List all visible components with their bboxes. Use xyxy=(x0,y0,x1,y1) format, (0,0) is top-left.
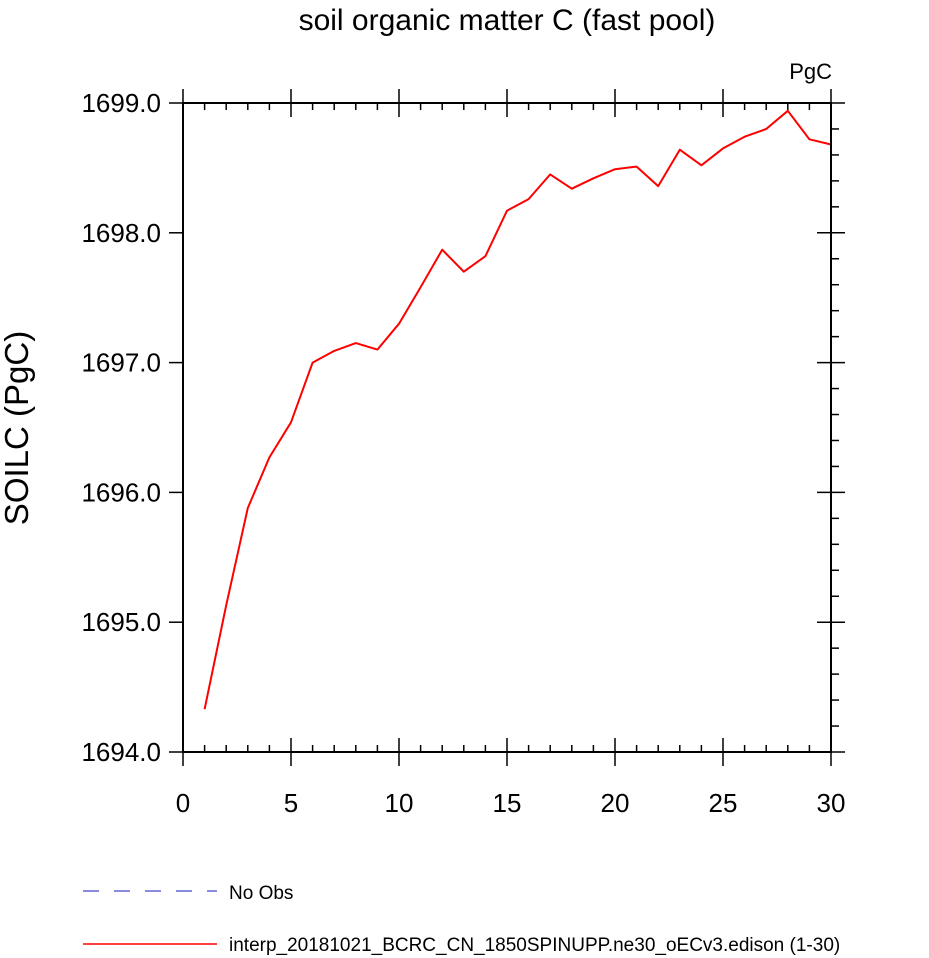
legend-label-no-obs: No Obs xyxy=(229,883,293,904)
plot-frame xyxy=(182,102,832,753)
y-tick-label: 1698.0 xyxy=(81,218,161,248)
x-tick-label: 30 xyxy=(817,788,846,818)
y-tick-label: 1694.0 xyxy=(81,737,161,767)
x-tick-label: 10 xyxy=(385,788,414,818)
y-axis-label: SOILC (PgC) xyxy=(0,331,35,525)
x-tick-label: 5 xyxy=(284,788,298,818)
series-layer xyxy=(203,109,832,710)
tick-labels: 0 5 10 15 20 25 30 1694.0 1695.0 1696.0 1697.0 1698… xyxy=(81,88,845,818)
y-tick-label: 1697.0 xyxy=(81,348,161,378)
series-line xyxy=(203,109,832,710)
x-tick-label: 0 xyxy=(176,788,190,818)
x-tick-label: 25 xyxy=(709,788,738,818)
legend-label-model-run: interp_20181021_BCRC_CN_1850SPINUPP.ne30… xyxy=(229,935,840,956)
axis-ticks xyxy=(169,89,845,766)
y-tick-label: 1699.0 xyxy=(81,88,161,118)
units-label: PgC xyxy=(789,59,832,84)
x-tick-label: 20 xyxy=(601,788,630,818)
legend: No Obs interp_20181021_BCRC_CN_1850SPINU… xyxy=(83,883,840,956)
y-tick-label: 1696.0 xyxy=(81,477,161,507)
x-tick-label: 15 xyxy=(493,788,522,818)
y-tick-label: 1695.0 xyxy=(81,607,161,637)
chart-title: soil organic matter C (fast pool) xyxy=(299,4,716,37)
